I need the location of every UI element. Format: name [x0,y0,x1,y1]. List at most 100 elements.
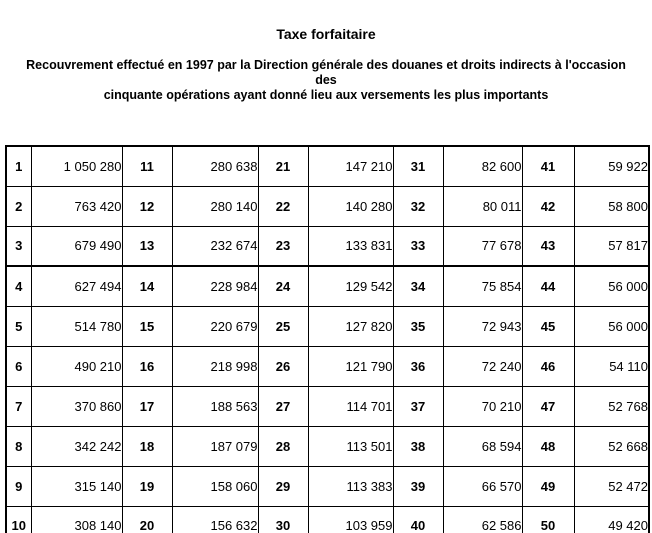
amount-cell: 308 140 [30,505,123,533]
amount-cell: 70 210 [442,385,523,427]
amount-cell: 140 280 [307,185,394,227]
rank-cell: 47 [521,385,575,427]
rank-cell: 49 [521,465,575,507]
rank-cell: 40 [392,505,444,533]
table-row: 7 370 860 17 188 563 27 114 701 37 70 210 47 52 7… [5,385,650,427]
rank-cell: 19 [121,465,173,507]
rank-cell: 28 [257,425,309,467]
rank-cell: 48 [521,425,575,467]
rank-cell: 27 [257,385,309,427]
amount-cell: 52 472 [573,465,650,507]
amount-cell: 679 490 [30,225,123,267]
rank-cell: 14 [121,265,173,307]
amount-cell: 49 420 [573,505,650,533]
rank-cell: 46 [521,345,575,387]
rank-cell: 34 [392,265,444,307]
rank-cell: 20 [121,505,173,533]
rank-cell: 4 [5,265,32,307]
rank-cell: 10 [5,505,32,533]
amount-cell: 113 501 [307,425,394,467]
rank-cell: 26 [257,345,309,387]
amount-cell: 56 000 [573,305,650,347]
rank-cell: 9 [5,465,32,507]
rank-cell: 38 [392,425,444,467]
rank-cell: 12 [121,185,173,227]
amount-cell: 218 998 [171,345,259,387]
amount-cell: 156 632 [171,505,259,533]
rank-cell: 45 [521,305,575,347]
rank-cell: 30 [257,505,309,533]
amount-cell: 514 780 [30,305,123,347]
rank-cell: 37 [392,385,444,427]
amount-cell: 280 140 [171,185,259,227]
rank-cell: 24 [257,265,309,307]
amount-cell: 114 701 [307,385,394,427]
amount-cell: 121 790 [307,345,394,387]
amount-cell: 228 984 [171,265,259,307]
rank-cell: 3 [5,225,32,267]
amount-cell: 80 011 [442,185,523,227]
amount-cell: 370 860 [30,385,123,427]
rank-cell: 16 [121,345,173,387]
rank-cell: 43 [521,225,575,267]
rank-cell: 39 [392,465,444,507]
rank-cell: 35 [392,305,444,347]
rank-cell: 18 [121,425,173,467]
table-row: 2 763 420 12 280 140 22 140 280 32 80 011 42 58 8… [5,185,650,227]
rank-cell: 2 [5,185,32,227]
amount-cell: 72 240 [442,345,523,387]
rank-cell: 21 [257,145,309,187]
rank-cell: 31 [392,145,444,187]
amount-cell: 68 594 [442,425,523,467]
amount-cell: 58 800 [573,185,650,227]
rank-cell: 15 [121,305,173,347]
amount-cell: 315 140 [30,465,123,507]
amount-cell: 129 542 [307,265,394,307]
table-row: 4 627 494 14 228 984 24 129 542 34 75 854 44 56 0… [5,265,650,307]
amount-cell: 57 817 [573,225,650,267]
subtitle-line-1: Recouvrement effectué en 1997 par la Dir… [26,58,626,87]
table-row: 3 679 490 13 232 674 23 133 831 33 77 678 43 57 8… [5,225,650,267]
amount-cell: 490 210 [30,345,123,387]
amount-cell: 188 563 [171,385,259,427]
rank-cell: 6 [5,345,32,387]
amount-cell: 103 959 [307,505,394,533]
table-row: 10 308 140 20 156 632 30 103 959 40 62 586 50 49 … [5,505,650,533]
rank-cell: 41 [521,145,575,187]
table-row: 5 514 780 15 220 679 25 127 820 35 72 943 45 56 0… [5,305,650,347]
amount-cell: 1 050 280 [30,145,123,187]
amount-cell: 72 943 [442,305,523,347]
rank-cell: 17 [121,385,173,427]
amount-cell: 220 679 [171,305,259,347]
amount-cell: 158 060 [171,465,259,507]
amount-cell: 113 383 [307,465,394,507]
rank-cell: 8 [5,425,32,467]
rank-cell: 44 [521,265,575,307]
amount-cell: 127 820 [307,305,394,347]
amount-cell: 147 210 [307,145,394,187]
amount-cell: 66 570 [442,465,523,507]
rank-cell: 29 [257,465,309,507]
rank-cell: 50 [521,505,575,533]
rank-cell: 1 [5,145,32,187]
amount-cell: 52 768 [573,385,650,427]
rank-cell: 33 [392,225,444,267]
subtitle-line-2: cinquante opérations ayant donné lieu au… [103,88,549,102]
table-row: 8 342 242 18 187 079 28 113 501 38 68 594 48 52 6… [5,425,650,467]
amount-cell: 59 922 [573,145,650,187]
rank-cell: 13 [121,225,173,267]
table-row: 6 490 210 16 218 998 26 121 790 36 72 240 46 54 1… [5,345,650,387]
rank-cell: 5 [5,305,32,347]
amount-cell: 187 079 [171,425,259,467]
amount-cell: 82 600 [442,145,523,187]
amount-cell: 54 110 [573,345,650,387]
page-title: Taxe forfaitaire [276,26,376,42]
rank-cell: 32 [392,185,444,227]
rank-cell: 11 [121,145,173,187]
page-subtitle: Recouvrement effectué en 1997 par la Dir… [14,58,638,103]
rank-cell: 22 [257,185,309,227]
amount-cell: 52 668 [573,425,650,467]
